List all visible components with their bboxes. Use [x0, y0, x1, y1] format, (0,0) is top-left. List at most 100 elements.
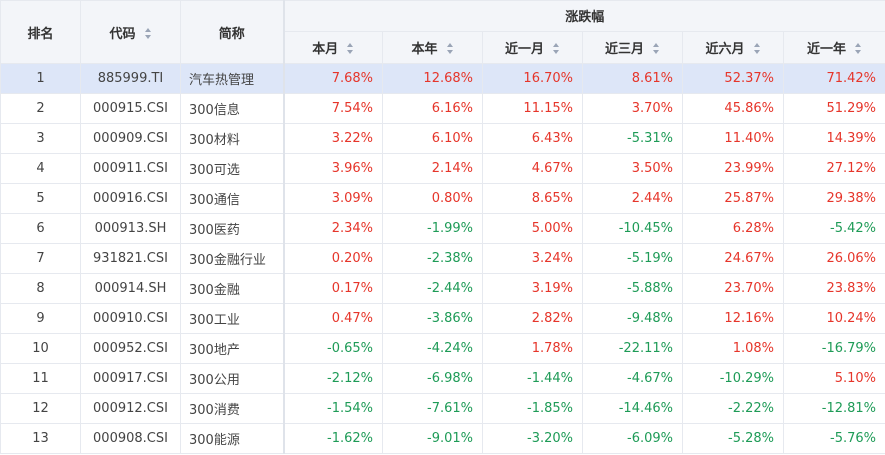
table-row[interactable]: 2 000915.CSI 300信息 7.54% 6.16% 11.15% 3.70% 45.…	[0, 93, 885, 124]
sort-icon[interactable]	[347, 42, 354, 54]
change-cell: 0.80%	[382, 183, 483, 214]
period-header-3[interactable]: 近三月	[582, 30, 683, 65]
change-cell: -5.88%	[582, 273, 683, 304]
table-row[interactable]: 5 000916.CSI 300通信 3.09% 0.80% 8.65% 2.44% 25.8…	[0, 183, 885, 214]
name-cell: 300医药	[180, 213, 285, 244]
period-header-5[interactable]: 近一年	[782, 30, 885, 65]
sort-icon[interactable]	[855, 42, 862, 54]
change-cell: 3.19%	[482, 273, 583, 304]
change-cell: 23.83%	[782, 273, 885, 304]
code-cell: 000917.CSI	[80, 363, 181, 394]
period-header-label: 近一年	[807, 41, 847, 57]
table-row[interactable]: 8 000914.SH 300金融 0.17% -2.44% 3.19% -5.88% 23.…	[0, 273, 885, 304]
change-cell: -5.42%	[782, 213, 885, 244]
change-cell: 4.67%	[482, 153, 583, 184]
code-cell: 000913.SH	[80, 213, 181, 244]
change-cell: -1.54%	[283, 393, 383, 424]
table-row[interactable]: 9 000910.CSI 300工业 0.47% -3.86% 2.82% -9.48% 12…	[0, 303, 885, 334]
change-cell: 8.65%	[482, 183, 583, 214]
code-cell: 885999.TI	[80, 63, 181, 94]
change-cell: 2.44%	[582, 183, 683, 214]
sort-icon[interactable]	[446, 42, 454, 54]
code-header[interactable]: 代码	[80, 0, 181, 64]
period-header-2[interactable]: 近一月	[482, 30, 583, 65]
rank-cell: 3	[0, 123, 81, 154]
rank-cell: 10	[0, 333, 81, 364]
change-cell: 2.34%	[283, 213, 383, 244]
change-cell: -1.44%	[482, 363, 583, 394]
period-header-label: 本月	[312, 41, 339, 57]
change-cell: -1.85%	[482, 393, 583, 424]
table-row[interactable]: 11 000917.CSI 300公用 -2.12% -6.98% -1.44% -4.67…	[0, 363, 885, 394]
change-cell: -4.67%	[582, 363, 683, 394]
change-cell: 0.47%	[283, 303, 383, 334]
table-row[interactable]: 7 931821.CSI 300金融行业 0.20% -2.38% 3.24% -5.19%…	[0, 243, 885, 274]
change-cell: 52.37%	[682, 63, 784, 94]
change-cell: -14.46%	[582, 393, 683, 424]
change-cell: 5.00%	[482, 213, 583, 244]
change-cell: 23.70%	[682, 273, 784, 304]
rank-cell: 7	[0, 243, 81, 274]
rank-cell: 13	[0, 423, 81, 454]
name-cell: 300金融	[180, 273, 285, 304]
table-row[interactable]: 1 885999.TI 汽车热管理 7.68% 12.68% 16.70% 8.61% 52.…	[0, 63, 885, 94]
change-cell: -5.28%	[682, 423, 784, 454]
change-cell: 11.40%	[682, 123, 784, 154]
name-cell: 300金融行业	[180, 243, 285, 274]
table-row[interactable]: 6 000913.SH 300医药 2.34% -1.99% 5.00% -10.45% 6.…	[0, 213, 885, 244]
name-cell: 汽车热管理	[180, 63, 285, 94]
period-header-4[interactable]: 近六月	[682, 30, 784, 65]
change-cell: 1.78%	[482, 333, 583, 364]
change-cell: 8.61%	[582, 63, 683, 94]
change-cell: 6.43%	[482, 123, 583, 154]
change-cell: 29.38%	[782, 183, 885, 214]
code-header-label: 代码	[109, 26, 136, 42]
table-row[interactable]: 10 000952.CSI 300地产 -0.65% -4.24% 1.78% -22.11…	[0, 333, 885, 364]
change-cell: 3.96%	[283, 153, 383, 184]
code-cell: 000952.CSI	[80, 333, 181, 364]
rank-cell: 9	[0, 303, 81, 334]
change-cell: 10.24%	[782, 303, 885, 334]
change-cell: 3.50%	[582, 153, 683, 184]
change-cell: 3.09%	[283, 183, 383, 214]
period-header-label: 近六月	[705, 41, 745, 57]
change-cell: 0.17%	[283, 273, 383, 304]
name-header: 简称	[180, 0, 285, 64]
name-cell: 300地产	[180, 333, 285, 364]
change-cell: 0.20%	[283, 243, 383, 274]
code-cell: 000912.CSI	[80, 393, 181, 424]
period-header-label: 近三月	[604, 41, 644, 57]
change-cell: 14.39%	[782, 123, 885, 154]
code-cell: 000915.CSI	[80, 93, 181, 124]
period-header-0[interactable]: 本月	[283, 30, 383, 65]
table-row[interactable]: 12 000912.CSI 300消费 -1.54% -7.61% -1.85% -14.4…	[0, 393, 885, 424]
sort-icon[interactable]	[653, 42, 660, 54]
change-cell: 51.29%	[782, 93, 885, 124]
period-header-1[interactable]: 本年	[382, 30, 483, 65]
table-row[interactable]: 3 000909.CSI 300材料 3.22% 6.10% 6.43% -5.31% 11.…	[0, 123, 885, 154]
change-cell: -7.61%	[382, 393, 483, 424]
change-cell: 25.87%	[682, 183, 784, 214]
rank-cell: 4	[0, 153, 81, 184]
table-row[interactable]: 4 000911.CSI 300可选 3.96% 2.14% 4.67% 3.50% 23.9…	[0, 153, 885, 184]
change-cell: -2.38%	[382, 243, 483, 274]
change-cell: -10.45%	[582, 213, 683, 244]
table-row[interactable]: 13 000908.CSI 300能源 -1.62% -9.01% -3.20% -6.09…	[0, 423, 885, 454]
sort-icon[interactable]	[144, 27, 152, 39]
sort-icon[interactable]	[553, 42, 560, 54]
code-cell: 000909.CSI	[80, 123, 181, 154]
code-cell: 931821.CSI	[80, 243, 181, 274]
change-cell: 71.42%	[782, 63, 885, 94]
change-cell: 2.82%	[482, 303, 583, 334]
change-cell: 2.14%	[382, 153, 483, 184]
change-cell: -5.76%	[782, 423, 885, 454]
change-cell: -9.01%	[382, 423, 483, 454]
change-cell: 3.70%	[582, 93, 683, 124]
rank-cell: 12	[0, 393, 81, 424]
rank-cell: 2	[0, 93, 81, 124]
change-cell: -2.44%	[382, 273, 483, 304]
change-cell: 6.10%	[382, 123, 483, 154]
sort-icon[interactable]	[753, 42, 761, 54]
rank-cell: 6	[0, 213, 81, 244]
change-cell: 45.86%	[682, 93, 784, 124]
